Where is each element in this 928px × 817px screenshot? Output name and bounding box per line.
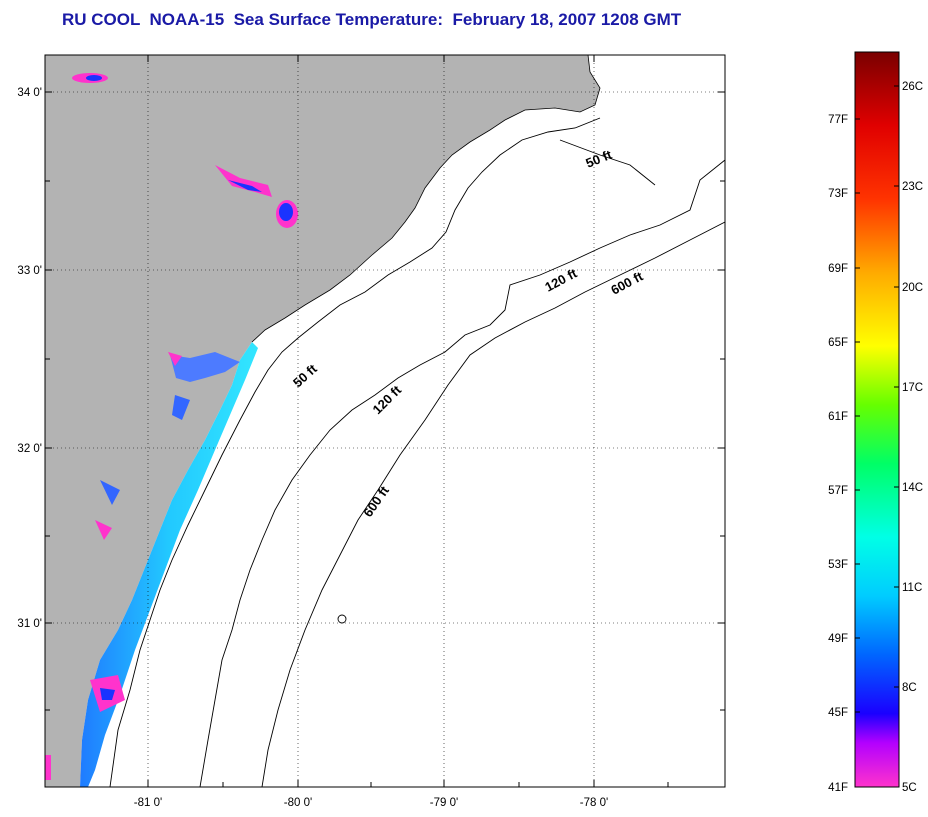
contour-seamount bbox=[337, 614, 347, 624]
contour-600ft bbox=[261, 221, 725, 787]
colorbar-label-f: 61F bbox=[828, 411, 848, 423]
lat-label: 31 0' bbox=[17, 618, 42, 630]
lat-label: 32 0' bbox=[17, 443, 42, 455]
coastline bbox=[251, 55, 601, 343]
colorbar-label-f: 49F bbox=[828, 633, 848, 645]
contour-120ft bbox=[199, 159, 725, 787]
colorbar-label-f: 69F bbox=[828, 263, 848, 275]
colorbar-label-c: 8C bbox=[902, 682, 917, 694]
colorbar-label-c: 11C bbox=[902, 582, 922, 594]
map-frame bbox=[44, 54, 726, 788]
lat-label: 34 0' bbox=[17, 87, 42, 99]
land-mass bbox=[45, 55, 600, 787]
contour-label-120ft: 120 ft bbox=[542, 265, 580, 295]
colorbar: 77F 73F 69F 65F 61F 57F 53F 49F 45F 41F … bbox=[828, 51, 923, 794]
contour-50ft bbox=[109, 117, 601, 787]
lat-label: 33 0' bbox=[17, 265, 42, 277]
colorbar-label-c: 17C bbox=[902, 382, 923, 394]
colorbar-label-c: 5C bbox=[902, 782, 917, 794]
sst-estuary-patches bbox=[45, 73, 298, 780]
colorbar-label-f: 65F bbox=[828, 337, 848, 349]
lon-label: -81 0' bbox=[134, 797, 162, 809]
tick-marks bbox=[45, 55, 725, 787]
colorbar-label-c: 26C bbox=[902, 81, 923, 93]
sst-swath bbox=[80, 342, 258, 787]
lon-label: -78 0' bbox=[580, 797, 608, 809]
contour-50ft-upper bbox=[559, 139, 656, 186]
colorbar-label-c: 20C bbox=[902, 282, 923, 294]
lon-label: -80 0' bbox=[284, 797, 312, 809]
contour-label-600ft: 600 ft bbox=[360, 483, 392, 520]
colorbar-label-f: 53F bbox=[828, 559, 848, 571]
graticule bbox=[45, 55, 725, 787]
contour-label-120ft: 120 ft bbox=[370, 382, 405, 417]
lon-label: -79 0' bbox=[430, 797, 458, 809]
contour-label-50ft: 50 ft bbox=[290, 361, 320, 390]
colorbar-label-f: 73F bbox=[828, 188, 848, 200]
map-title: RU COOL NOAA-15 Sea Surface Temperature:… bbox=[62, 10, 682, 29]
colorbar-label-f: 45F bbox=[828, 707, 848, 719]
colorbar-label-f: 57F bbox=[828, 485, 848, 497]
contour-label-600ft: 600 ft bbox=[608, 268, 646, 298]
colorbar-label-c: 23C bbox=[902, 181, 923, 193]
colorbar-gradient bbox=[854, 51, 900, 788]
colorbar-label-c: 14C bbox=[902, 482, 923, 494]
colorbar-label-f: 77F bbox=[828, 114, 848, 126]
colorbar-label-f: 41F bbox=[828, 782, 848, 794]
